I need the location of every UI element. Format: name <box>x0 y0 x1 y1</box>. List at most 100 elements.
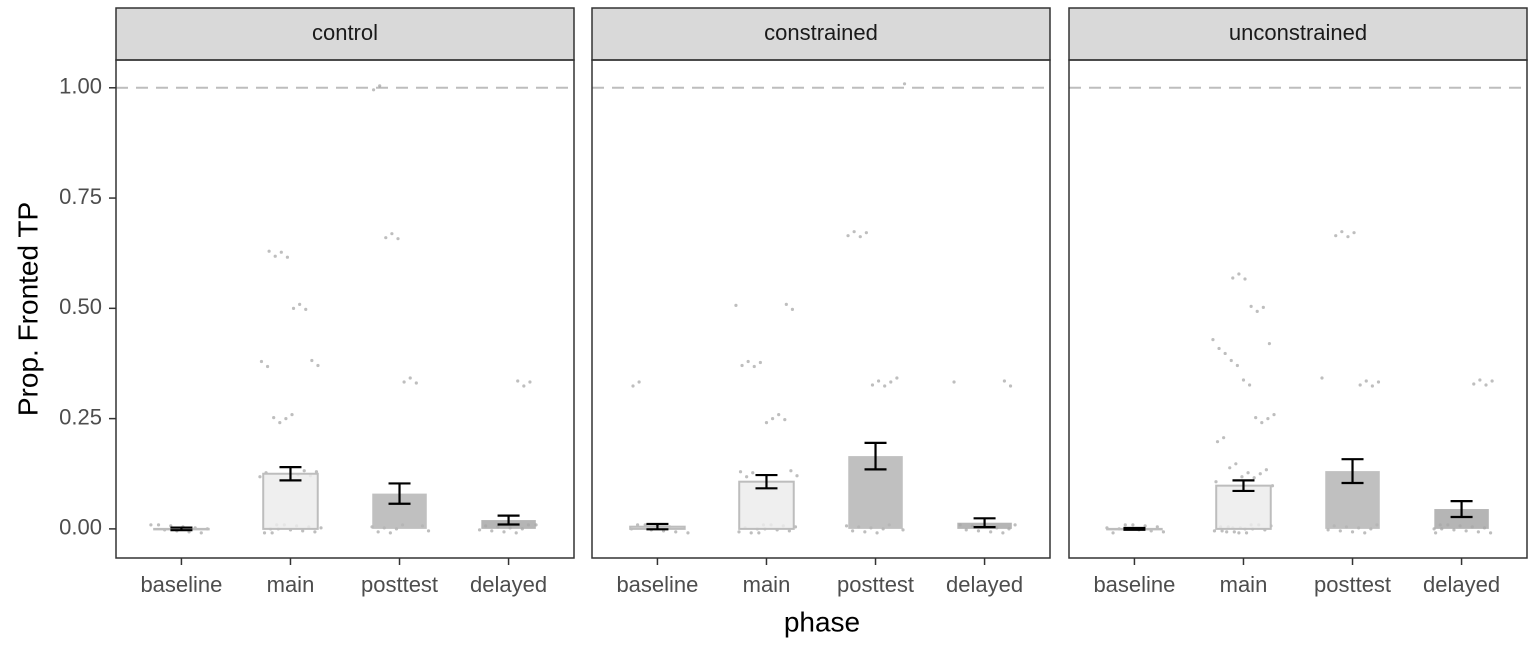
data-point <box>1212 529 1217 533</box>
data-point <box>1220 529 1224 533</box>
panel-border <box>591 59 1051 559</box>
data-point <box>291 306 296 310</box>
data-point <box>875 531 879 535</box>
data-point <box>976 529 981 533</box>
data-point <box>319 526 323 530</box>
x-tick-label: posttest <box>361 572 438 597</box>
data-point <box>1215 440 1220 444</box>
data-point <box>1488 531 1493 535</box>
data-point <box>1272 413 1276 417</box>
x-tick-label: baseline <box>140 572 222 597</box>
data-point <box>259 359 264 364</box>
data-point <box>1008 384 1013 388</box>
strip <box>1068 7 1528 61</box>
data-point <box>384 236 388 240</box>
x-tick-label: posttest <box>837 572 914 597</box>
data-point <box>1484 383 1488 387</box>
data-point <box>1223 351 1227 356</box>
data-point <box>314 470 319 474</box>
data-point <box>1434 531 1438 535</box>
data-point <box>1252 476 1256 480</box>
data-point <box>1464 529 1468 533</box>
data-point <box>895 376 899 380</box>
data-point <box>1320 376 1324 380</box>
data-point <box>408 376 412 380</box>
data-point <box>1246 471 1250 475</box>
data-point <box>1123 523 1127 527</box>
data-point <box>883 384 887 388</box>
data-point <box>846 234 850 238</box>
data-point <box>1358 383 1362 387</box>
data-point <box>262 531 267 535</box>
data-point <box>1267 342 1272 346</box>
data-point <box>284 417 288 421</box>
y-axis-title: Prop. Fronted TP <box>12 202 43 416</box>
data-point <box>270 531 274 535</box>
x-tick-label: posttest <box>1314 572 1391 597</box>
data-point <box>1352 231 1356 235</box>
data-point <box>770 417 775 421</box>
data-point <box>376 530 380 534</box>
data-point <box>1340 230 1344 234</box>
data-point <box>1266 417 1270 421</box>
data-point <box>402 380 406 384</box>
data-point <box>516 379 520 383</box>
data-point <box>964 528 968 532</box>
data-point <box>734 303 738 307</box>
data-point <box>1228 466 1232 470</box>
data-point <box>1346 235 1350 239</box>
data-point <box>889 380 893 384</box>
data-point <box>1155 525 1159 529</box>
data-point <box>265 364 270 369</box>
data-point <box>740 363 744 368</box>
data-point <box>1229 358 1233 363</box>
strip-label: constrained <box>764 20 878 45</box>
data-point <box>757 531 761 535</box>
bar <box>1215 484 1272 530</box>
data-point <box>1490 379 1494 383</box>
data-point <box>674 530 678 534</box>
x-tick-label: main <box>1220 572 1268 597</box>
x-tick-label: delayed <box>470 572 547 597</box>
data-point <box>902 82 907 86</box>
strip-label: unconstrained <box>1229 20 1367 45</box>
data-point <box>1334 234 1338 238</box>
data-point <box>737 530 741 534</box>
data-point <box>316 363 320 368</box>
data-point <box>313 530 317 534</box>
data-point <box>858 235 862 239</box>
data-point <box>149 523 153 527</box>
data-point <box>783 418 787 422</box>
data-point <box>298 302 302 306</box>
data-point <box>1476 530 1480 534</box>
data-point <box>952 380 956 384</box>
data-point <box>864 231 868 235</box>
data-point <box>795 474 799 478</box>
data-point <box>1241 378 1246 382</box>
data-point <box>1232 530 1236 534</box>
data-point <box>901 528 905 532</box>
data-point <box>156 523 161 527</box>
y-tick-label: 0.00 <box>59 515 102 540</box>
data-point <box>745 475 749 479</box>
data-point <box>1249 304 1253 308</box>
data-point <box>1260 421 1264 425</box>
data-point <box>1234 462 1238 466</box>
data-point <box>870 383 875 387</box>
data-point <box>989 530 993 534</box>
data-point <box>1255 309 1259 313</box>
data-point <box>528 380 532 384</box>
data-point <box>637 380 641 384</box>
data-point <box>1143 524 1147 528</box>
y-tick-label: 1.00 <box>59 74 102 99</box>
data-point <box>1364 379 1368 383</box>
data-point <box>746 359 750 364</box>
data-point <box>279 250 283 254</box>
data-point <box>1001 531 1005 535</box>
data-point <box>1013 523 1017 527</box>
data-point <box>1452 528 1456 532</box>
x-tick-label: baseline <box>1093 572 1175 597</box>
data-point <box>1111 531 1115 535</box>
data-point <box>1264 468 1268 472</box>
